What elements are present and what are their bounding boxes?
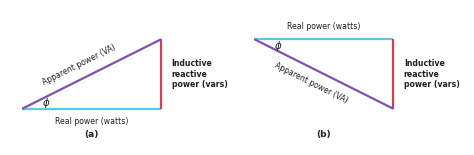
Text: $\phi$: $\phi$ xyxy=(42,95,50,110)
Text: Apparent power (VA): Apparent power (VA) xyxy=(41,43,117,87)
Text: Real power (watts): Real power (watts) xyxy=(55,117,128,126)
Text: Real power (watts): Real power (watts) xyxy=(287,22,361,31)
Text: (b): (b) xyxy=(317,130,331,139)
Text: Apparent power (VA): Apparent power (VA) xyxy=(273,61,349,105)
Text: $\phi$: $\phi$ xyxy=(274,39,283,53)
Text: (a): (a) xyxy=(84,130,99,139)
Text: Inductive
reactive
power (vars): Inductive reactive power (vars) xyxy=(404,59,460,89)
Text: Inductive
reactive
power (vars): Inductive reactive power (vars) xyxy=(172,59,228,89)
